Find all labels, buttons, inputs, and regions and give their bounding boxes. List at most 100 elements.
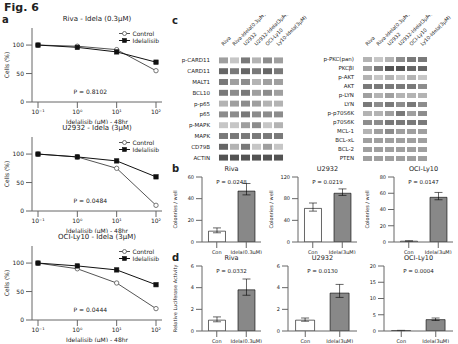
svg-text:10⁰: 10⁰ <box>72 326 83 333</box>
svg-text:p70S6K: p70S6K <box>333 119 354 126</box>
svg-text:100: 100 <box>13 259 25 266</box>
svg-text:10²: 10² <box>151 326 162 333</box>
svg-text:10⁰: 10⁰ <box>72 108 83 115</box>
svg-text:Riva-Idela(0.3μM): Riva-Idela(0.3μM) <box>375 15 411 47</box>
svg-text:p-AKT: p-AKT <box>338 74 354 81</box>
svg-text:p-p65: p-p65 <box>194 101 210 108</box>
svg-text:80: 80 <box>380 174 386 180</box>
svg-text:10: 10 <box>370 295 376 301</box>
svg-text:Idela(0.3μM): Idela(0.3μM) <box>230 338 262 343</box>
svg-text:BCL10: BCL10 <box>192 90 210 96</box>
svg-text:120: 120 <box>280 174 290 180</box>
svg-text:p-CARD11: p-CARD11 <box>182 57 210 64</box>
svg-text:OCI-Ly10: OCI-Ly10 <box>264 26 284 47</box>
svg-text:CARD11: CARD11 <box>187 68 210 74</box>
svg-text:10¹: 10¹ <box>112 217 123 224</box>
svg-text:AKT: AKT <box>344 83 355 89</box>
svg-text:Con: Con <box>212 249 222 254</box>
svg-text:5: 5 <box>373 312 376 318</box>
svg-text:15: 15 <box>370 279 376 285</box>
svg-text:20: 20 <box>370 263 376 269</box>
svg-text:CD79B: CD79B <box>191 144 210 150</box>
svg-text:Cells (%): Cells (%) <box>8 52 10 79</box>
svg-text:ACTIN: ACTIN <box>193 155 210 161</box>
svg-text:0: 0 <box>20 98 24 105</box>
svg-text:Riva: Riva <box>364 35 376 47</box>
svg-text:60: 60 <box>188 174 194 180</box>
svg-text:Con: Con <box>404 249 414 254</box>
svg-text:Riva-Idela(0.3μM): Riva-Idela(0.3μM) <box>231 15 267 47</box>
svg-text:20: 20 <box>380 223 386 229</box>
svg-text:U2932-Idela(3μM): U2932-Idela(3μM) <box>397 15 434 47</box>
svg-text:Colonries / well: Colonries / well <box>172 190 178 228</box>
svg-text:80: 80 <box>284 195 290 201</box>
svg-text:Cells (%): Cells (%) <box>8 161 10 188</box>
svg-text:10¹: 10¹ <box>112 326 123 333</box>
svg-text:100: 100 <box>13 41 25 48</box>
svg-text:Colonries / well: Colonries / well <box>268 190 274 228</box>
svg-text:10⁻¹: 10⁻¹ <box>31 326 45 333</box>
svg-text:0: 0 <box>383 239 386 245</box>
svg-text:p-PKC(pan): p-PKC(pan) <box>323 56 354 63</box>
svg-text:0: 0 <box>277 328 280 334</box>
svg-text:Con: Con <box>396 338 406 343</box>
svg-text:Idelalisib (μM) - 48hr: Idelalisib (μM) - 48hr <box>66 336 129 342</box>
svg-text:50: 50 <box>16 179 24 186</box>
svg-text:0: 0 <box>287 239 290 245</box>
svg-text:Ly10-Idela(3μM): Ly10-Idela(3μM) <box>275 15 308 47</box>
svg-text:MCL-1: MCL-1 <box>337 128 354 134</box>
svg-text:Idela(0.3μM): Idela(0.3μM) <box>230 249 262 254</box>
svg-text:Con: Con <box>212 338 222 343</box>
svg-text:Idela(3μM): Idela(3μM) <box>425 249 450 254</box>
svg-text:PKCβI: PKCβI <box>338 65 354 72</box>
svg-text:Idela(3μM): Idela(3μM) <box>422 338 449 343</box>
svg-text:U2932-Idela(3μM): U2932-Idela(3μM) <box>253 15 290 47</box>
svg-text:10¹: 10¹ <box>112 108 123 115</box>
svg-text:0: 0 <box>191 239 194 245</box>
svg-text:MALT1: MALT1 <box>192 79 210 85</box>
svg-text:Ly10-Idela(3μM): Ly10-Idela(3μM) <box>419 15 450 47</box>
svg-text:20: 20 <box>188 217 194 223</box>
svg-text:MAPK: MAPK <box>195 133 211 139</box>
svg-text:10²: 10² <box>151 108 162 115</box>
svg-text:p-p70S6K: p-p70S6K <box>327 110 354 117</box>
svg-text:50: 50 <box>16 288 24 295</box>
svg-text:Idela(3μM): Idela(3μM) <box>326 338 353 343</box>
svg-text:BCL-2: BCL-2 <box>338 146 354 152</box>
svg-text:0: 0 <box>191 328 194 334</box>
svg-text:Idela(3μM): Idela(3μM) <box>329 249 356 254</box>
svg-text:Con: Con <box>300 338 310 343</box>
svg-text:10²: 10² <box>151 217 162 224</box>
svg-text:4: 4 <box>191 284 194 290</box>
svg-text:40: 40 <box>284 217 290 223</box>
svg-text:Con: Con <box>308 249 318 254</box>
svg-text:p-LYN: p-LYN <box>339 92 354 99</box>
svg-text:Cells (%): Cells (%) <box>8 270 10 297</box>
svg-text:p-MAPK: p-MAPK <box>189 122 210 129</box>
svg-text:0: 0 <box>373 328 376 334</box>
svg-text:50: 50 <box>16 70 24 77</box>
svg-text:Relative Luciferase Activity: Relative Luciferase Activity <box>172 265 179 333</box>
svg-text:PTEN: PTEN <box>340 155 354 161</box>
svg-text:0: 0 <box>20 207 24 214</box>
svg-text:10⁻¹: 10⁻¹ <box>31 108 45 115</box>
svg-text:100: 100 <box>13 150 25 157</box>
svg-text:6: 6 <box>191 263 194 269</box>
svg-text:4: 4 <box>277 284 280 290</box>
svg-text:60: 60 <box>380 190 386 196</box>
svg-text:Riva: Riva <box>220 35 232 47</box>
svg-text:40: 40 <box>380 206 386 212</box>
svg-text:LYN: LYN <box>344 101 354 107</box>
svg-text:Idelalisib (μM) - 48hr: Idelalisib (μM) - 48hr <box>66 227 129 233</box>
svg-text:40: 40 <box>188 195 194 201</box>
svg-text:2: 2 <box>277 306 280 312</box>
svg-text:2: 2 <box>191 306 194 312</box>
svg-text:p65: p65 <box>200 111 211 118</box>
svg-text:Colonries / well: Colonries / well <box>364 190 370 228</box>
svg-text:BCL-xL: BCL-xL <box>335 137 355 143</box>
svg-text:6: 6 <box>277 263 280 269</box>
svg-text:0: 0 <box>20 316 24 323</box>
svg-text:10⁻¹: 10⁻¹ <box>31 217 45 224</box>
svg-text:Idelalisib (μM) - 48hr: Idelalisib (μM) - 48hr <box>66 118 129 124</box>
svg-text:10⁰: 10⁰ <box>72 217 83 224</box>
